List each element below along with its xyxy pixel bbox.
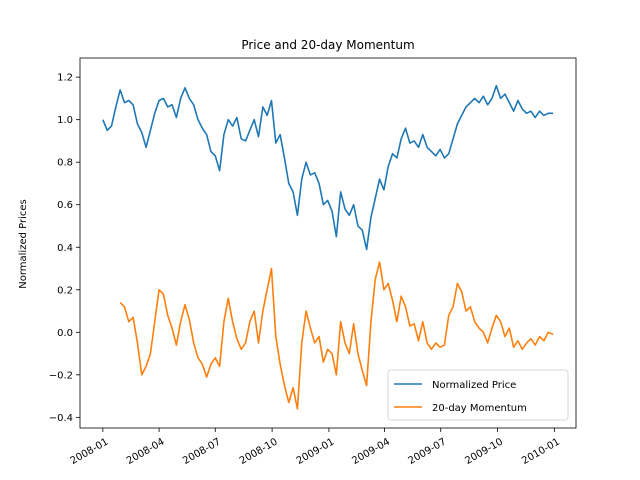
- y-axis-label: Normalized Prices: [18, 199, 29, 289]
- y-tick-label: 0.0: [57, 328, 73, 339]
- y-tick-label: 0.4: [57, 243, 73, 254]
- legend-box: [387, 369, 569, 421]
- y-tick-label: −0.2: [49, 370, 73, 381]
- y-tick-label: 1.0: [57, 115, 73, 126]
- axes-frame: [79, 57, 577, 429]
- y-tick-label: 0.6: [57, 200, 73, 211]
- y-tick-label: 0.8: [57, 158, 73, 169]
- y-axis-ticks: −0.4 −0.2 0.0 0.2 0.4 0.6 0.8 1.0 1.2: [49, 73, 80, 424]
- series-line-1: [119, 261, 554, 410]
- legend-label-normalized-price: Normalized Price: [432, 380, 516, 391]
- legend-label-momentum: 20-day Momentum: [432, 403, 527, 414]
- y-tick-label: −0.4: [49, 413, 73, 424]
- chart-title: Price and 20-day Momentum: [241, 38, 414, 52]
- plot-area: [102, 84, 554, 410]
- y-tick-label: 1.2: [57, 73, 73, 84]
- legend: Normalized Price 20-day Momentum: [387, 369, 569, 421]
- series-line-0: [102, 84, 554, 251]
- y-tick-label: 0.2: [57, 285, 73, 296]
- series-layer: [102, 84, 554, 410]
